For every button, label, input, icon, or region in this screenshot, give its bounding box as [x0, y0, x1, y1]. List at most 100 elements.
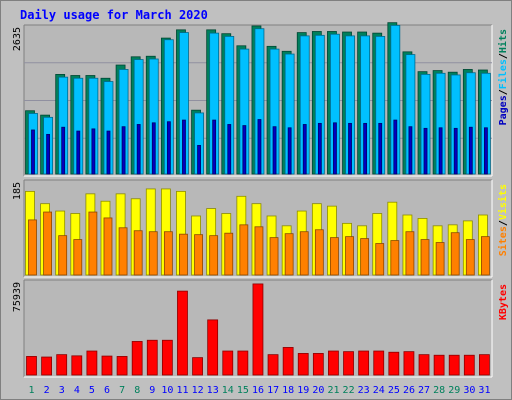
legend-entry: Visits: [497, 184, 509, 220]
bar-kbytes-day-24: [373, 350, 385, 376]
bar-pages-day-8: [136, 124, 141, 175]
bar-pages-day-10: [166, 121, 171, 175]
x-tick-label: 29: [448, 385, 460, 396]
bar-kbytes-day-2: [41, 356, 52, 376]
bar-sites-day-1: [28, 219, 37, 276]
x-tick-label: 20: [312, 385, 324, 396]
x-tick-label: 22: [343, 385, 355, 396]
bar-sites-day-19: [299, 231, 309, 276]
bar-pages-day-14: [227, 124, 232, 175]
bar-pages-day-19: [302, 124, 307, 175]
bar-sites-day-25: [390, 240, 400, 276]
x-tick-label: 27: [418, 385, 430, 396]
bar-kbytes-day-12: [192, 357, 203, 376]
bar-sites-day-24: [375, 243, 385, 276]
x-tick-label: 18: [282, 385, 294, 396]
bar-kbytes-day-21: [328, 350, 339, 376]
x-tick-label: 28: [433, 385, 445, 396]
x-tick-label: 1: [29, 385, 35, 396]
bar-sites-day-4: [73, 239, 83, 276]
x-tick-label: 24: [373, 385, 385, 396]
bar-sites-day-14: [224, 232, 234, 276]
x-tick-label: 8: [134, 385, 140, 396]
x-tick-label: 4: [74, 385, 80, 396]
bar-pages-day-31: [483, 127, 488, 175]
bar-pages-day-15: [242, 125, 247, 175]
bar-pages-day-7: [121, 126, 126, 175]
x-tick-label: 6: [104, 385, 110, 396]
bar-pages-day-26: [408, 126, 413, 175]
panel-kbytes: 75939 KBytes: [12, 279, 509, 378]
bar-sites-day-3: [58, 235, 68, 276]
bar-kbytes-day-26: [403, 351, 415, 376]
bar-kbytes-day-22: [343, 351, 354, 376]
bar-pages-day-27: [423, 127, 428, 175]
bar-pages-day-3: [61, 126, 66, 175]
bar-sites-day-12: [194, 234, 203, 276]
panel-visits_sites: 185 Sites/Visits: [12, 179, 509, 278]
bar-pages-day-11: [182, 119, 186, 175]
x-tick-label: 21: [327, 385, 339, 396]
chart-title: Daily usage for March 2020: [20, 8, 208, 22]
series-legend: Sites/Visits: [497, 184, 509, 256]
x-tick-label: 30: [463, 385, 475, 396]
bar-kbytes-day-6: [101, 355, 113, 376]
bar-kbytes-day-25: [388, 351, 400, 376]
x-tick-label: 16: [252, 385, 264, 396]
bar-sites-day-23: [360, 238, 370, 276]
bar-kbytes-day-16: [252, 283, 264, 376]
bar-pages-day-30: [468, 126, 473, 175]
legend-entry: Hits: [497, 29, 509, 53]
bar-pages-day-23: [363, 122, 368, 175]
bar-sites-day-21: [330, 237, 339, 276]
x-tick-label: 25: [388, 385, 400, 396]
bar-kbytes-day-28: [433, 354, 445, 376]
x-tick-label: 13: [207, 385, 219, 396]
bar-kbytes-day-29: [448, 354, 460, 376]
bar-pages-day-16: [257, 119, 262, 175]
bar-sites-day-22: [345, 236, 354, 276]
bar-kbytes-day-27: [418, 354, 430, 376]
bar-pages-day-12: [197, 144, 201, 175]
bar-pages-day-9: [151, 122, 156, 175]
bar-kbytes-day-31: [478, 354, 490, 376]
bar-kbytes-day-8: [131, 341, 143, 376]
bar-kbytes-day-13: [207, 319, 219, 376]
bar-pages-day-22: [348, 122, 352, 175]
bar-sites-day-11: [179, 233, 188, 276]
bar-sites-day-15: [239, 224, 249, 276]
bar-pages-day-2: [46, 133, 50, 175]
bar-kbytes-day-20: [312, 353, 324, 376]
x-tick-label: 14: [222, 385, 234, 396]
x-tick-label: 5: [89, 385, 95, 396]
bar-kbytes-day-30: [463, 354, 475, 376]
bar-sites-day-2: [43, 211, 52, 276]
bar-pages-day-5: [91, 128, 96, 175]
bar-sites-day-27: [420, 239, 430, 276]
x-tick-label: 17: [267, 385, 279, 396]
chart-panels: 2635Pages/Files/Hits185Sites/Visits75939…: [12, 22, 509, 396]
bar-sites-day-26: [405, 231, 415, 276]
bar-sites-day-5: [88, 211, 98, 276]
y-max-label: 185: [12, 182, 23, 200]
bar-pages-day-25: [393, 119, 398, 175]
x-tick-label: 3: [59, 385, 65, 396]
bar-pages-day-29: [453, 127, 458, 175]
x-tick-label: 15: [237, 385, 249, 396]
legend-entry: Sites: [497, 226, 509, 256]
bar-kbytes-day-15: [237, 350, 249, 376]
legend-entry: /: [498, 89, 509, 95]
bar-pages-day-17: [272, 126, 277, 175]
bar-kbytes-day-10: [161, 339, 173, 376]
bar-sites-day-29: [450, 232, 460, 276]
bar-kbytes-day-23: [358, 350, 370, 376]
bar-kbytes-day-11: [177, 290, 188, 376]
bar-sites-day-8: [133, 230, 143, 276]
bar-kbytes-day-9: [146, 339, 158, 376]
bar-pages-day-6: [106, 130, 111, 175]
bar-kbytes-day-14: [222, 350, 234, 376]
bar-pages-day-1: [31, 129, 35, 175]
bar-pages-day-20: [317, 122, 322, 175]
x-tick-label: 19: [297, 385, 309, 396]
